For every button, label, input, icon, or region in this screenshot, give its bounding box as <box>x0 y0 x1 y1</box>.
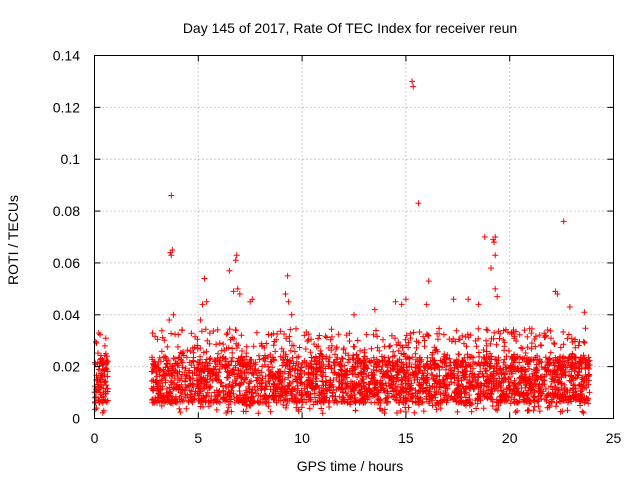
x-tick-label: 20 <box>502 430 518 446</box>
grid <box>94 55 614 419</box>
y-tick-label: 0.08 <box>53 203 80 219</box>
axis-ticks <box>94 55 614 419</box>
x-tick-label: 25 <box>606 430 622 446</box>
y-tick-labels: 0 0.02 0.04 0.06 0.08 0.1 0.12 0.14 <box>53 48 80 427</box>
y-axis-label: ROTI / TECUs <box>5 195 21 285</box>
y-tick-label: 0.02 <box>53 359 80 375</box>
data-points <box>91 78 593 417</box>
x-tick-label: 5 <box>194 430 202 446</box>
x-tick-label: 10 <box>294 430 310 446</box>
x-tick-label: 0 <box>91 430 99 446</box>
y-tick-label: 0.04 <box>53 307 80 323</box>
y-tick-label: 0 <box>72 411 80 427</box>
y-tick-label: 0.06 <box>53 255 80 271</box>
y-tick-label: 0.14 <box>53 48 80 64</box>
y-tick-label: 0.1 <box>61 151 81 167</box>
y-tick-label: 0.12 <box>53 99 80 115</box>
chart-title: Day 145 of 2017, Rate Of TEC Index for r… <box>183 20 517 36</box>
roti-markers <box>91 78 593 417</box>
x-axis-label: GPS time / hours <box>297 458 404 474</box>
plot-frame <box>94 55 614 419</box>
x-tick-labels: 0 5 10 15 20 25 <box>91 430 622 446</box>
x-tick-label: 15 <box>398 430 414 446</box>
